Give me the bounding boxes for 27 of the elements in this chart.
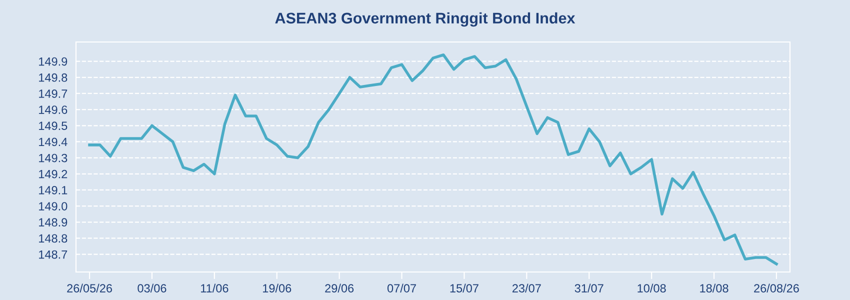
x-tick-label: 03/06 [138,284,166,292]
x-tick-label: 19/06 [263,284,292,292]
y-tick-label: 148.8 [39,234,68,243]
x-tick-label: 07/07 [387,284,416,292]
chart-title: ASEAN3 Government Ringgit Bond Index [275,12,576,27]
y-tick-label: 149.7 [39,90,68,98]
y-tick-label: 149.9 [39,57,68,66]
y-tick-label: 148.9 [39,218,68,227]
y-tick-label: 149.4 [39,138,68,146]
y-tick-label: 149.8 [39,73,68,82]
x-tick-label: 26/05/26 [67,284,112,292]
y-tick-label: 149.1 [39,186,68,194]
y-tick-label: 149.5 [39,122,68,130]
x-tick-label: 11/06 [200,284,228,292]
x-tick-label: 26/08/26 [754,284,799,292]
line-series [88,53,778,266]
y-tick-label: 149.2 [39,170,68,178]
x-tick-label: 15/07 [450,284,478,292]
x-tick-label: 31/07 [574,284,604,292]
x-tick-label: 18/08 [700,284,728,292]
x-tick-label: 29/06 [325,284,354,292]
y-tick-label: 149.6 [39,106,68,114]
x-tick-label: 10/08 [638,284,666,292]
x-tick-label: 23/07 [512,284,541,292]
y-tick-label: 149.3 [39,154,68,162]
y-tick-label: 149.0 [39,202,68,210]
y-tick-label: 148.7 [39,250,68,259]
